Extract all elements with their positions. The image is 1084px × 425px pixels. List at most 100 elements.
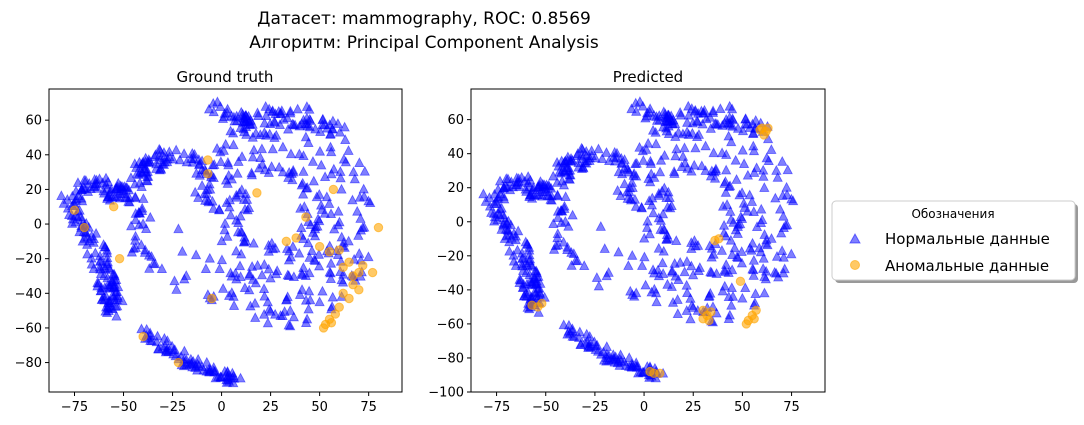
normal-point (659, 149, 670, 160)
normal-point (689, 235, 700, 245)
normal-point (720, 164, 732, 175)
normal-point (102, 256, 114, 267)
normal-point (512, 244, 523, 255)
normal-point (262, 317, 274, 328)
normal-point (748, 270, 759, 280)
panel-title-ground-truth: Ground truth (177, 68, 274, 86)
normal-point (186, 153, 197, 163)
normal-point (515, 274, 526, 285)
normal-point (749, 167, 760, 177)
normal-point (89, 173, 100, 184)
normal-point (266, 237, 277, 248)
normal-point (133, 207, 145, 218)
normal-point (653, 190, 665, 200)
normal-point (288, 311, 300, 322)
normal-point (720, 259, 732, 269)
normal-point (511, 172, 522, 183)
normal-point (478, 188, 489, 199)
anomaly-point (334, 245, 344, 255)
anomaly-point (252, 188, 262, 198)
normal-point (336, 231, 347, 242)
normal-point (236, 151, 248, 161)
normal-point (685, 292, 696, 303)
anomaly-point (354, 285, 364, 295)
normal-point (334, 126, 346, 137)
normal-point (574, 326, 585, 337)
normal-point (221, 374, 232, 385)
normal-point (234, 260, 246, 271)
normal-point (616, 152, 627, 163)
normal-point (667, 265, 678, 275)
normal-point (301, 313, 313, 324)
anomaly-point (537, 298, 547, 309)
normal-point (496, 224, 507, 234)
y-tick-label: 60 (25, 114, 42, 129)
normal-point (522, 238, 533, 249)
x-tick-label: 75 (783, 400, 800, 415)
normal-point (781, 219, 793, 230)
normal-point (726, 299, 737, 310)
normal-point (225, 209, 236, 220)
normal-point (787, 195, 799, 206)
anomaly-point (330, 309, 341, 319)
normal-point (738, 158, 750, 169)
x-tick-label: −25 (159, 400, 186, 415)
normal-point (556, 205, 567, 215)
normal-point (215, 146, 226, 157)
normal-point (759, 287, 770, 298)
normal-point (240, 110, 252, 120)
normal-point (255, 129, 266, 139)
anomaly-point (367, 267, 378, 278)
normal-point (139, 246, 151, 257)
normal-point (650, 138, 662, 149)
normal-point (638, 155, 649, 165)
normal-point (778, 267, 789, 278)
normal-point (111, 310, 122, 321)
normal-point (285, 305, 296, 315)
normal-point (196, 180, 208, 190)
y-tick-label: −60 (15, 321, 42, 336)
normal-point (297, 269, 308, 280)
normal-point (681, 255, 693, 266)
normal-point (298, 233, 309, 243)
normal-point (246, 167, 257, 178)
anomaly-point (138, 331, 148, 342)
normal-point (159, 151, 170, 162)
normal-point (213, 203, 225, 214)
normal-point (313, 248, 325, 259)
legend-title: Обозначения (911, 207, 994, 221)
normal-point (491, 198, 502, 208)
normal-point (200, 263, 212, 273)
normal-point (174, 154, 186, 165)
normal-point (141, 174, 152, 185)
normal-point (274, 161, 285, 172)
y-tick-label: 40 (25, 148, 42, 163)
normal-point (256, 143, 268, 154)
normal-point (347, 194, 358, 205)
normal-point (484, 192, 495, 202)
normal-point (738, 197, 750, 208)
normal-point (762, 239, 773, 250)
normal-point (649, 283, 660, 294)
normal-point (262, 296, 273, 307)
normal-point (297, 188, 309, 199)
normal-point (693, 265, 704, 276)
normal-point (305, 294, 316, 305)
normal-point (623, 260, 634, 270)
anomaly-point (735, 276, 746, 287)
normal-point (171, 283, 182, 294)
normal-point (177, 245, 188, 256)
normal-point (299, 201, 310, 211)
normal-point (668, 166, 680, 176)
normal-point (249, 297, 261, 308)
normal-point (204, 252, 215, 263)
normal-point (576, 142, 587, 153)
normal-point (686, 165, 697, 176)
normal-point (558, 179, 570, 190)
normal-point (138, 193, 149, 203)
normal-point (321, 191, 333, 202)
x-tick-label: 0 (217, 400, 225, 415)
normal-point (548, 218, 559, 228)
normal-point (593, 280, 604, 291)
legend: Обозначения Нормальные данные Аномальные… (831, 200, 1078, 283)
